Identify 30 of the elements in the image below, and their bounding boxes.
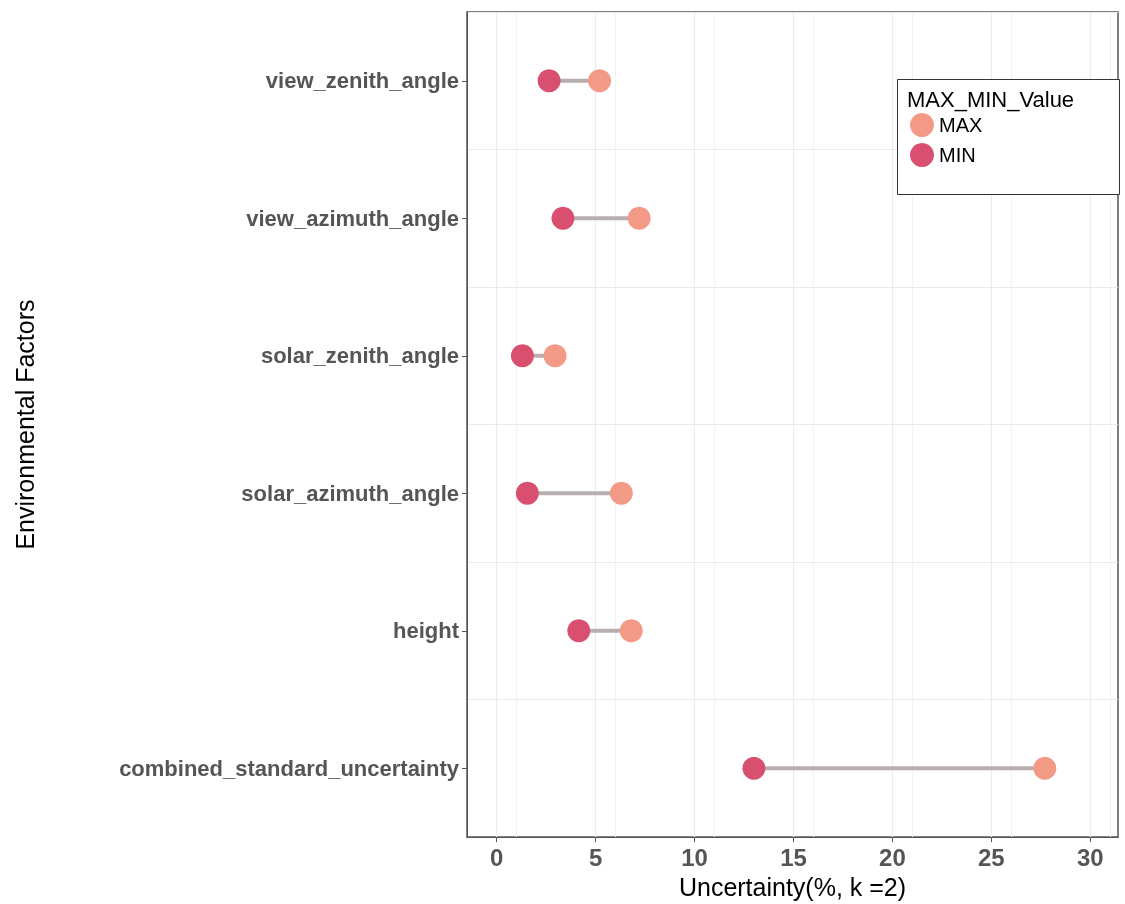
x-tick-label: 15 (780, 843, 807, 871)
y-tick-label: solar_zenith_angle (260, 343, 459, 369)
x-tick-label: 30 (1076, 843, 1104, 871)
x-tick-label: 25 (978, 843, 1005, 871)
legend-label: MIN (939, 144, 976, 166)
x-tick-label: 0 (490, 843, 504, 871)
y-tick-label: solar_azimuth_angle (241, 480, 459, 506)
point (1033, 756, 1057, 780)
point (515, 481, 539, 505)
point (551, 206, 575, 230)
x-tick-label: 20 (879, 843, 906, 871)
point (588, 69, 612, 93)
y-axis-title: Environmental Factors (10, 299, 39, 550)
y-tick-label: view_zenith_angle (265, 68, 459, 94)
point (619, 619, 643, 643)
legend-label: MAX (939, 114, 983, 136)
point (537, 69, 561, 93)
x-tick-label: 5 (588, 843, 603, 871)
point (510, 344, 534, 368)
y-tick-label: height (393, 618, 460, 644)
x-axis-title: Uncertainty(%, k =2) (678, 872, 907, 901)
x-tick-label: 10 (681, 843, 708, 871)
point (543, 344, 567, 368)
y-tick-label: view_azimuth_angle (246, 205, 459, 231)
point (609, 481, 633, 505)
y-tick-label: combined_standard_uncertainty (119, 755, 460, 781)
point (627, 206, 651, 230)
legend-title: MAX_MIN_Value (907, 86, 1075, 112)
point (567, 619, 591, 643)
point (742, 756, 766, 780)
